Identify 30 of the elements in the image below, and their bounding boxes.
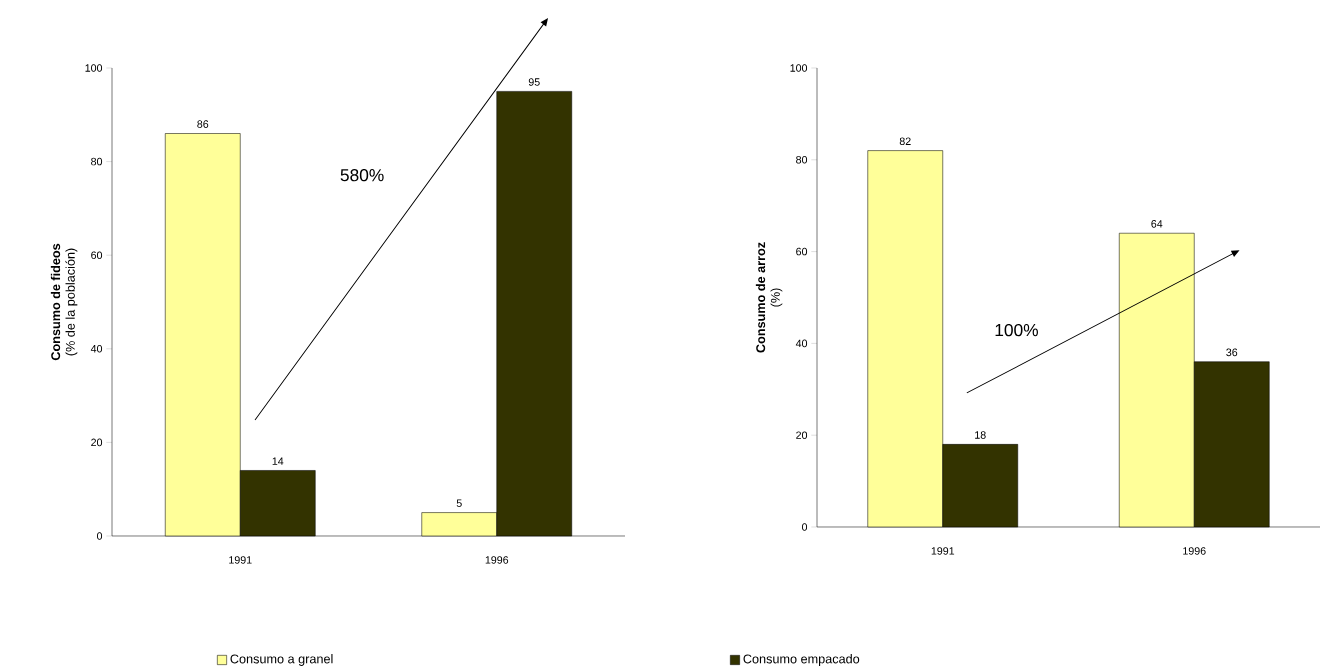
y-tick-label: 20 (91, 438, 103, 447)
y-tick-label: 100 (85, 64, 103, 72)
y-tick-label: 20 (796, 431, 808, 439)
data-label: 86 (197, 120, 209, 128)
data-label: 18 (975, 431, 986, 439)
data-label: 82 (899, 137, 911, 146)
x-tick-label: 1991 (229, 556, 252, 564)
y-tick-label: 40 (795, 339, 808, 348)
x-tick-label: 1996 (1183, 547, 1206, 555)
annotation: 100% (995, 323, 1038, 337)
legend-label: Consumo a granel (230, 654, 333, 666)
y-tick-label: 60 (796, 247, 808, 256)
y-tick-label: 40 (90, 345, 103, 353)
data-label: 36 (1226, 348, 1238, 357)
data-label: 5 (456, 499, 462, 507)
data-label: 95 (528, 78, 540, 86)
y-axis-title: Consumo de arroz (%) (755, 242, 783, 353)
legend-label: Consumo empacado (743, 654, 860, 666)
x-tick-label: 1996 (485, 556, 509, 564)
y-axis-title: Consumo de fideos (% de la población) (50, 243, 78, 361)
y-tick-label: 100 (790, 64, 808, 72)
x-tick-label: 1991 (931, 547, 955, 555)
data-label: 64 (1151, 220, 1163, 228)
annotation: 580% (340, 169, 384, 182)
y-tick-label: 60 (91, 251, 103, 259)
y-tick-label: 0 (801, 523, 808, 531)
y-tick-label: 0 (96, 532, 103, 540)
y-tick-label: 80 (91, 157, 103, 166)
y-tick-label: 80 (796, 156, 808, 164)
data-label: 14 (272, 457, 284, 465)
